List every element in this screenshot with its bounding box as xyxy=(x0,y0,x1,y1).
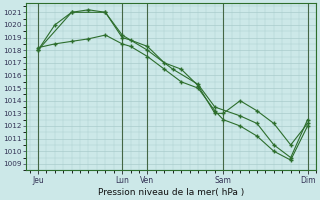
X-axis label: Pression niveau de la mer( hPa ): Pression niveau de la mer( hPa ) xyxy=(98,188,244,197)
